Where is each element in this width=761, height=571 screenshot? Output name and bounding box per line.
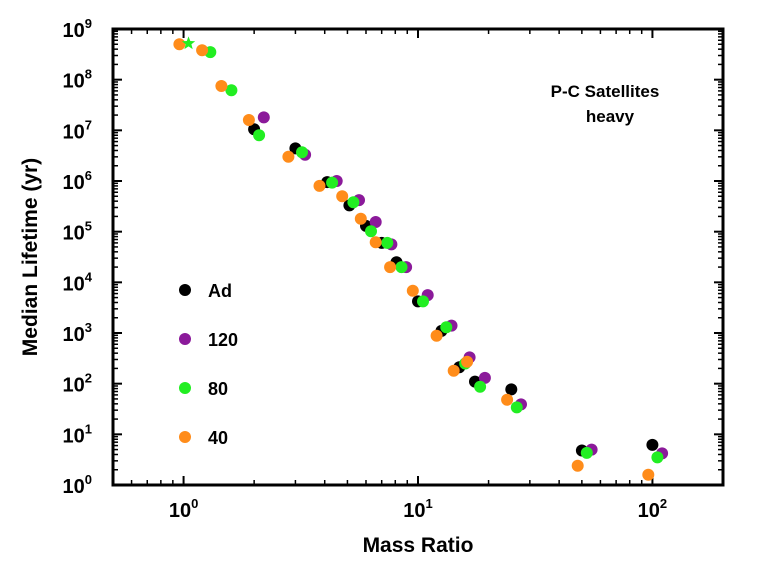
y-axis-label: Median Lifetime (yr) [19,158,42,356]
data-point-80 [326,176,339,189]
y-tick-label: 103 [63,320,92,346]
x-tick-label: 101 [403,496,432,522]
data-point-80 [225,84,238,97]
legend-label-80: 80 [208,379,228,399]
data-point-120 [257,111,270,124]
annotation-line-1: P-C Satellites [551,82,660,101]
plot-frame [111,27,725,487]
data-point-80 [474,380,487,393]
data-point-80 [381,236,394,249]
legend-marker-40 [179,431,191,443]
data-point-80 [347,196,360,209]
data-point-40 [242,114,255,126]
data-point-40 [336,190,349,203]
data-point-40 [461,355,474,368]
data-point-80 [395,261,408,274]
y-tick-label: 105 [63,219,92,245]
data-point-40 [173,38,186,51]
data-point-40 [354,212,367,225]
data-point-Ad [646,438,659,451]
y-tick-label: 106 [63,168,92,194]
data-point-40 [447,364,460,377]
legend: Ad 120 80 40 [179,281,238,448]
y-tick-label: 107 [63,117,92,143]
data-point-Ad [505,383,518,396]
y-tick-label: 108 [63,67,92,93]
data-point-40 [501,393,514,406]
data-point-40 [430,329,443,342]
data-point-80 [365,225,377,238]
data-point-80 [253,129,266,142]
data-point-40 [313,179,326,192]
data-points [173,36,669,481]
data-point-120 [478,371,491,384]
y-tick-label: 109 [63,16,92,42]
data-point-80 [440,321,453,334]
y-tick-label: 102 [63,371,92,397]
y-tick-label: 100 [63,472,92,498]
x-axis-ticks: 100 101 102 [130,29,667,522]
legend-marker-Ad [179,284,191,296]
data-point-40 [369,236,382,249]
legend-marker-80 [179,382,191,394]
data-point-40 [571,459,584,472]
data-point-80 [417,295,429,308]
legend-label-40: 40 [208,428,228,448]
x-tick-label: 100 [169,496,198,522]
data-point-80 [296,146,308,159]
data-point-40 [642,468,655,481]
annotation-line-2: heavy [586,107,635,126]
y-axis-ticks: 100 101 102 103 104 105 106 107 108 109 [63,16,723,498]
y-tick-label: 101 [63,421,92,447]
data-point-120 [369,216,382,228]
x-tick-label: 102 [638,496,667,522]
legend-marker-120 [179,333,191,345]
data-point-40 [384,261,397,274]
data-point-40 [282,150,295,163]
data-point-40 [406,284,419,297]
data-point-80 [580,446,593,459]
star-marker [181,36,196,50]
data-point-80 [651,451,664,464]
legend-label-Ad: Ad [208,281,232,301]
x-axis-label: Mass Ratio [363,534,474,557]
data-point-80 [510,401,523,414]
data-point-40 [196,44,209,57]
y-tick-label: 104 [63,269,93,295]
data-point-40 [215,80,228,92]
legend-label-120: 120 [208,330,238,350]
